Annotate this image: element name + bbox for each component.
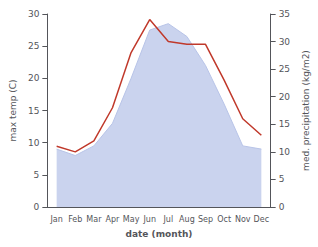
svg-text:Aug: Aug (179, 215, 195, 224)
svg-text:Jun: Jun (142, 215, 156, 224)
svg-text:10: 10 (279, 147, 291, 157)
svg-text:Feb: Feb (68, 215, 82, 224)
svg-text:Jul: Jul (162, 215, 173, 224)
svg-text:20: 20 (279, 92, 291, 102)
svg-text:max temp (C): max temp (C) (8, 79, 18, 141)
svg-text:10: 10 (28, 138, 40, 148)
svg-text:25: 25 (279, 64, 290, 74)
svg-text:May: May (123, 215, 140, 224)
svg-text:35: 35 (279, 9, 290, 19)
svg-text:Dec: Dec (254, 215, 269, 224)
svg-text:25: 25 (28, 41, 39, 51)
svg-text:date (month): date (month) (126, 229, 193, 239)
svg-text:5: 5 (34, 170, 40, 180)
svg-text:0: 0 (34, 202, 40, 212)
svg-text:30: 30 (28, 9, 40, 19)
svg-text:0: 0 (279, 202, 285, 212)
svg-text:15: 15 (28, 106, 39, 116)
svg-text:5: 5 (279, 174, 285, 184)
svg-text:Jan: Jan (49, 215, 62, 224)
svg-text:Sep: Sep (198, 215, 213, 224)
svg-text:Oct: Oct (217, 215, 231, 224)
svg-text:30: 30 (279, 37, 291, 47)
svg-text:med. precipitation (kg/m2): med. precipitation (kg/m2) (301, 50, 311, 171)
svg-text:Nov: Nov (235, 215, 251, 224)
svg-text:15: 15 (279, 119, 290, 129)
svg-text:Mar: Mar (86, 215, 102, 224)
svg-text:20: 20 (28, 73, 40, 83)
svg-text:Apr: Apr (106, 215, 121, 224)
